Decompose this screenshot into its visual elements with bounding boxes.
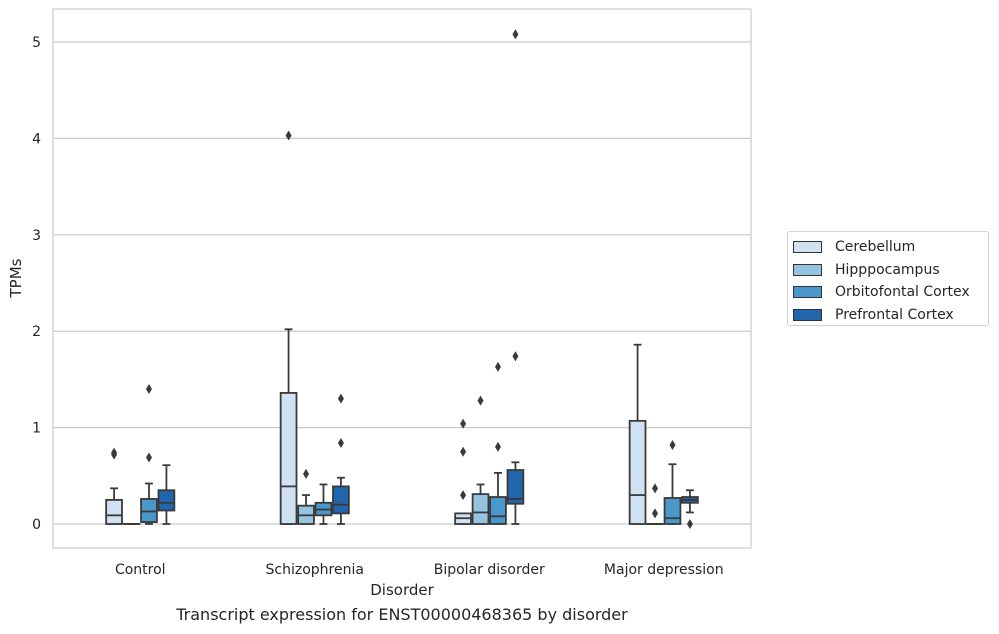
box-body-prefrontal-cortex-bipolar-disorder — [506, 469, 525, 505]
legend-label-orbitofrontal: Orbitofontal Cortex — [835, 284, 970, 301]
x-tick-control: Control — [115, 562, 166, 578]
flier-cerebellum-bipolar-disorder-1 — [460, 446, 467, 457]
flier-orbitofontal-cortex-control-0 — [145, 452, 152, 463]
box-body-hipppocampus-bipolar-disorder — [471, 493, 490, 525]
box-cerebellum-schizophrenia — [279, 130, 298, 525]
legend-swatch-hippocampus — [793, 263, 822, 276]
y-tick-3: 3 — [32, 228, 41, 244]
legend-swatch-prefrontal — [793, 308, 822, 321]
box-cerebellum-control — [105, 447, 123, 525]
legend-label-hippocampus: Hipppocampus — [835, 261, 940, 278]
box-body-cerebellum-schizophrenia — [279, 391, 298, 525]
legend-item-orbitofrontal: Orbitofontal Cortex — [793, 281, 988, 304]
flier-prefrontal-cortex-major-depression-0 — [686, 519, 693, 529]
flier-cerebellum-control-1 — [111, 447, 118, 458]
flier-cerebellum-bipolar-disorder-0 — [460, 490, 467, 501]
box-prefrontal-cortex-bipolar-disorder — [506, 29, 525, 525]
y-tick-5: 5 — [32, 35, 41, 51]
box-body-orbitofontal-cortex-major-depression — [663, 497, 682, 525]
flier-hipppocampus-schizophrenia-0 — [303, 468, 310, 479]
box-series — [105, 29, 699, 529]
box-orbitofontal-cortex-major-depression — [663, 439, 682, 525]
series-cerebellum — [105, 130, 647, 525]
box-body-cerebellum-major-depression — [628, 419, 647, 525]
x-tick-major-depression: Major depression — [604, 562, 724, 578]
flier-prefrontal-cortex-bipolar-disorder-0 — [512, 351, 519, 362]
y-tick-labels: 0 1 2 3 4 5 — [32, 35, 41, 533]
legend: Cerebellum Hipppocampus Orbitofontal Cor… — [787, 231, 989, 326]
box-hipppocampus-schizophrenia — [297, 468, 315, 525]
box-prefrontal-cortex-schizophrenia — [332, 393, 350, 525]
y-tick-0: 0 — [32, 517, 41, 533]
box-prefrontal-cortex-major-depression — [681, 489, 699, 529]
flier-hipppocampus-bipolar-disorder-0 — [477, 395, 484, 406]
flier-hipppocampus-major-depression-0 — [652, 508, 659, 519]
legend-label-cerebellum: Cerebellum — [835, 239, 916, 256]
flier-cerebellum-bipolar-disorder-2 — [460, 418, 467, 429]
box-orbitofontal-cortex-control — [140, 384, 158, 525]
box-prefrontal-cortex-control — [157, 464, 176, 525]
box-hipppocampus-major-depression — [646, 483, 664, 525]
y-tick-1: 1 — [32, 421, 41, 437]
flier-orbitofontal-cortex-major-depression-0 — [669, 439, 676, 450]
y-tick-2: 2 — [32, 324, 41, 340]
y-tick-4: 4 — [32, 131, 41, 147]
box-cerebellum-major-depression — [628, 343, 647, 525]
flier-cerebellum-schizophrenia-0 — [285, 130, 292, 141]
legend-swatch-cerebellum — [793, 241, 822, 254]
box-body-orbitofontal-cortex-bipolar-disorder — [489, 496, 507, 525]
box-body-cerebellum-control — [105, 498, 123, 525]
flier-orbitofontal-cortex-bipolar-disorder-0 — [494, 441, 501, 452]
flier-orbitofontal-cortex-control-1 — [145, 384, 152, 395]
x-tick-schizophrenia: Schizophrenia — [266, 562, 364, 578]
box-body-prefrontal-cortex-schizophrenia — [332, 485, 350, 515]
series-hipppocampus — [122, 395, 664, 525]
box-body-prefrontal-cortex-control — [157, 489, 176, 512]
box-orbitofontal-cortex-schizophrenia — [314, 483, 333, 525]
legend-item-cerebellum: Cerebellum — [793, 236, 988, 259]
flier-prefrontal-cortex-schizophrenia-0 — [337, 438, 344, 449]
flier-orbitofontal-cortex-bipolar-disorder-1 — [494, 361, 501, 372]
x-tick-bipolar-disorder: Bipolar disorder — [434, 562, 545, 578]
flier-prefrontal-cortex-schizophrenia-1 — [337, 393, 344, 404]
legend-label-prefrontal: Prefrontal Cortex — [835, 306, 954, 323]
series-prefrontal-cortex — [157, 29, 699, 529]
box-cerebellum-bipolar-disorder — [454, 418, 472, 525]
box-hipppocampus-bipolar-disorder — [471, 395, 490, 525]
box-body-orbitofontal-cortex-control — [140, 498, 158, 523]
x-axis-title: Disorder — [370, 581, 434, 599]
x-tick-labels: Control Schizophrenia Bipolar disorder Majo… — [115, 562, 724, 578]
box-orbitofontal-cortex-bipolar-disorder — [489, 361, 507, 525]
flier-hipppocampus-major-depression-1 — [652, 483, 659, 494]
flier-prefrontal-cortex-bipolar-disorder-1 — [512, 29, 519, 40]
series-orbitofontal-cortex — [140, 361, 682, 525]
legend-item-hippocampus: Hipppocampus — [793, 259, 988, 282]
legend-item-prefrontal: Prefrontal Cortex — [793, 304, 988, 327]
y-axis-title: TPMs — [7, 258, 25, 298]
chart-caption: Transcript expression for ENST0000046836… — [176, 605, 628, 624]
legend-swatch-orbitofrontal — [793, 286, 822, 299]
